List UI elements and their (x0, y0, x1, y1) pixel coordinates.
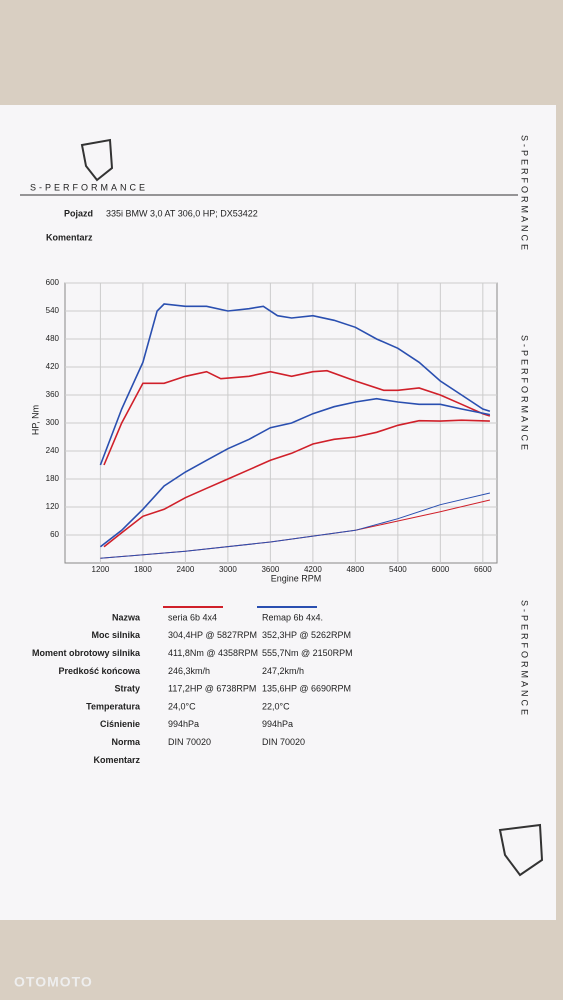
y-tick-label: 600 (46, 278, 60, 287)
table-cell: 994hPa (262, 719, 293, 729)
row-label: Temperatura (86, 701, 141, 711)
table-cell: Remap 6b 4x4. (262, 612, 323, 622)
row-label: Komentarz (93, 755, 140, 765)
side-brand: S-PERFORMANCE (520, 600, 530, 718)
table-cell: 246,3km/h (168, 666, 210, 676)
table-cell: 117,2HP @ 6738RPM (168, 684, 256, 694)
x-tick-label: 5400 (389, 565, 407, 574)
y-tick-label: 360 (46, 390, 60, 399)
row-label: Moc silnika (91, 630, 141, 640)
table-cell: 352,3HP @ 5262RPM (262, 630, 351, 640)
side-brand: S-PERFORMANCE (520, 335, 530, 453)
x-tick-label: 4800 (346, 565, 364, 574)
row-label: Predkość końcowa (58, 666, 141, 676)
x-tick-label: 3600 (261, 565, 279, 574)
logo (80, 138, 544, 877)
comment-label: Komentarz (46, 232, 93, 242)
x-tick-label: 1200 (92, 565, 110, 574)
y-tick-label: 300 (46, 418, 60, 427)
table-cell: 247,2km/h (262, 666, 304, 676)
brand: S-PERFORMANCE (30, 182, 148, 192)
series-line (99, 397, 491, 548)
row-label: Norma (111, 737, 141, 747)
table-cell: 24,0°C (168, 701, 196, 711)
vehicle-label: Pojazd (64, 208, 93, 218)
y-tick-label: 540 (46, 306, 60, 315)
row-label: Straty (114, 684, 140, 694)
series-line (99, 303, 491, 466)
paper (0, 105, 556, 920)
table-cell: DIN 70020 (168, 737, 211, 747)
table-cell: 304,4HP @ 5827RPM (168, 630, 257, 640)
x-axis-label: Engine RPM (271, 573, 322, 583)
y-tick-label: 180 (46, 474, 60, 483)
table-cell: 22,0°C (262, 701, 290, 711)
row-label: Moment obrotowy silnika (32, 648, 141, 658)
y-tick-label: 120 (46, 502, 60, 511)
y-tick-label: 420 (46, 362, 60, 371)
series-line (103, 419, 490, 548)
x-tick-label: 3000 (219, 565, 237, 574)
x-tick-label: 1800 (134, 565, 152, 574)
x-tick-label: 6000 (431, 565, 449, 574)
y-axis-label: HP, Nm (30, 405, 40, 435)
table-cell: 411,8Nm @ 4358RPM (168, 648, 258, 658)
y-tick-label: 480 (46, 334, 60, 343)
x-tick-label: 2400 (176, 565, 194, 574)
row-label: Ciśnienie (100, 719, 140, 729)
table-cell: 135,6HP @ 6690RPM (262, 684, 351, 694)
row-label: Nazwa (112, 612, 141, 622)
x-tick-label: 4200 (304, 565, 322, 574)
series-line (100, 492, 491, 559)
y-tick-label: 240 (46, 446, 60, 455)
table-cell: seria 6b 4x4 (168, 612, 217, 622)
table-cell: 994hPa (168, 719, 199, 729)
table-cell: DIN 70020 (262, 737, 305, 747)
table-cell: 555,7Nm @ 2150RPM (262, 648, 353, 658)
x-tick-label: 6600 (474, 565, 492, 574)
side-brand: S-PERFORMANCE (520, 135, 530, 253)
series-line (103, 369, 491, 466)
vehicle: 335i BMW 3,0 AT 306,0 HP; DX53422 (106, 208, 258, 218)
y-tick-label: 60 (50, 530, 59, 539)
watermark: OTOMOTO (14, 974, 93, 990)
